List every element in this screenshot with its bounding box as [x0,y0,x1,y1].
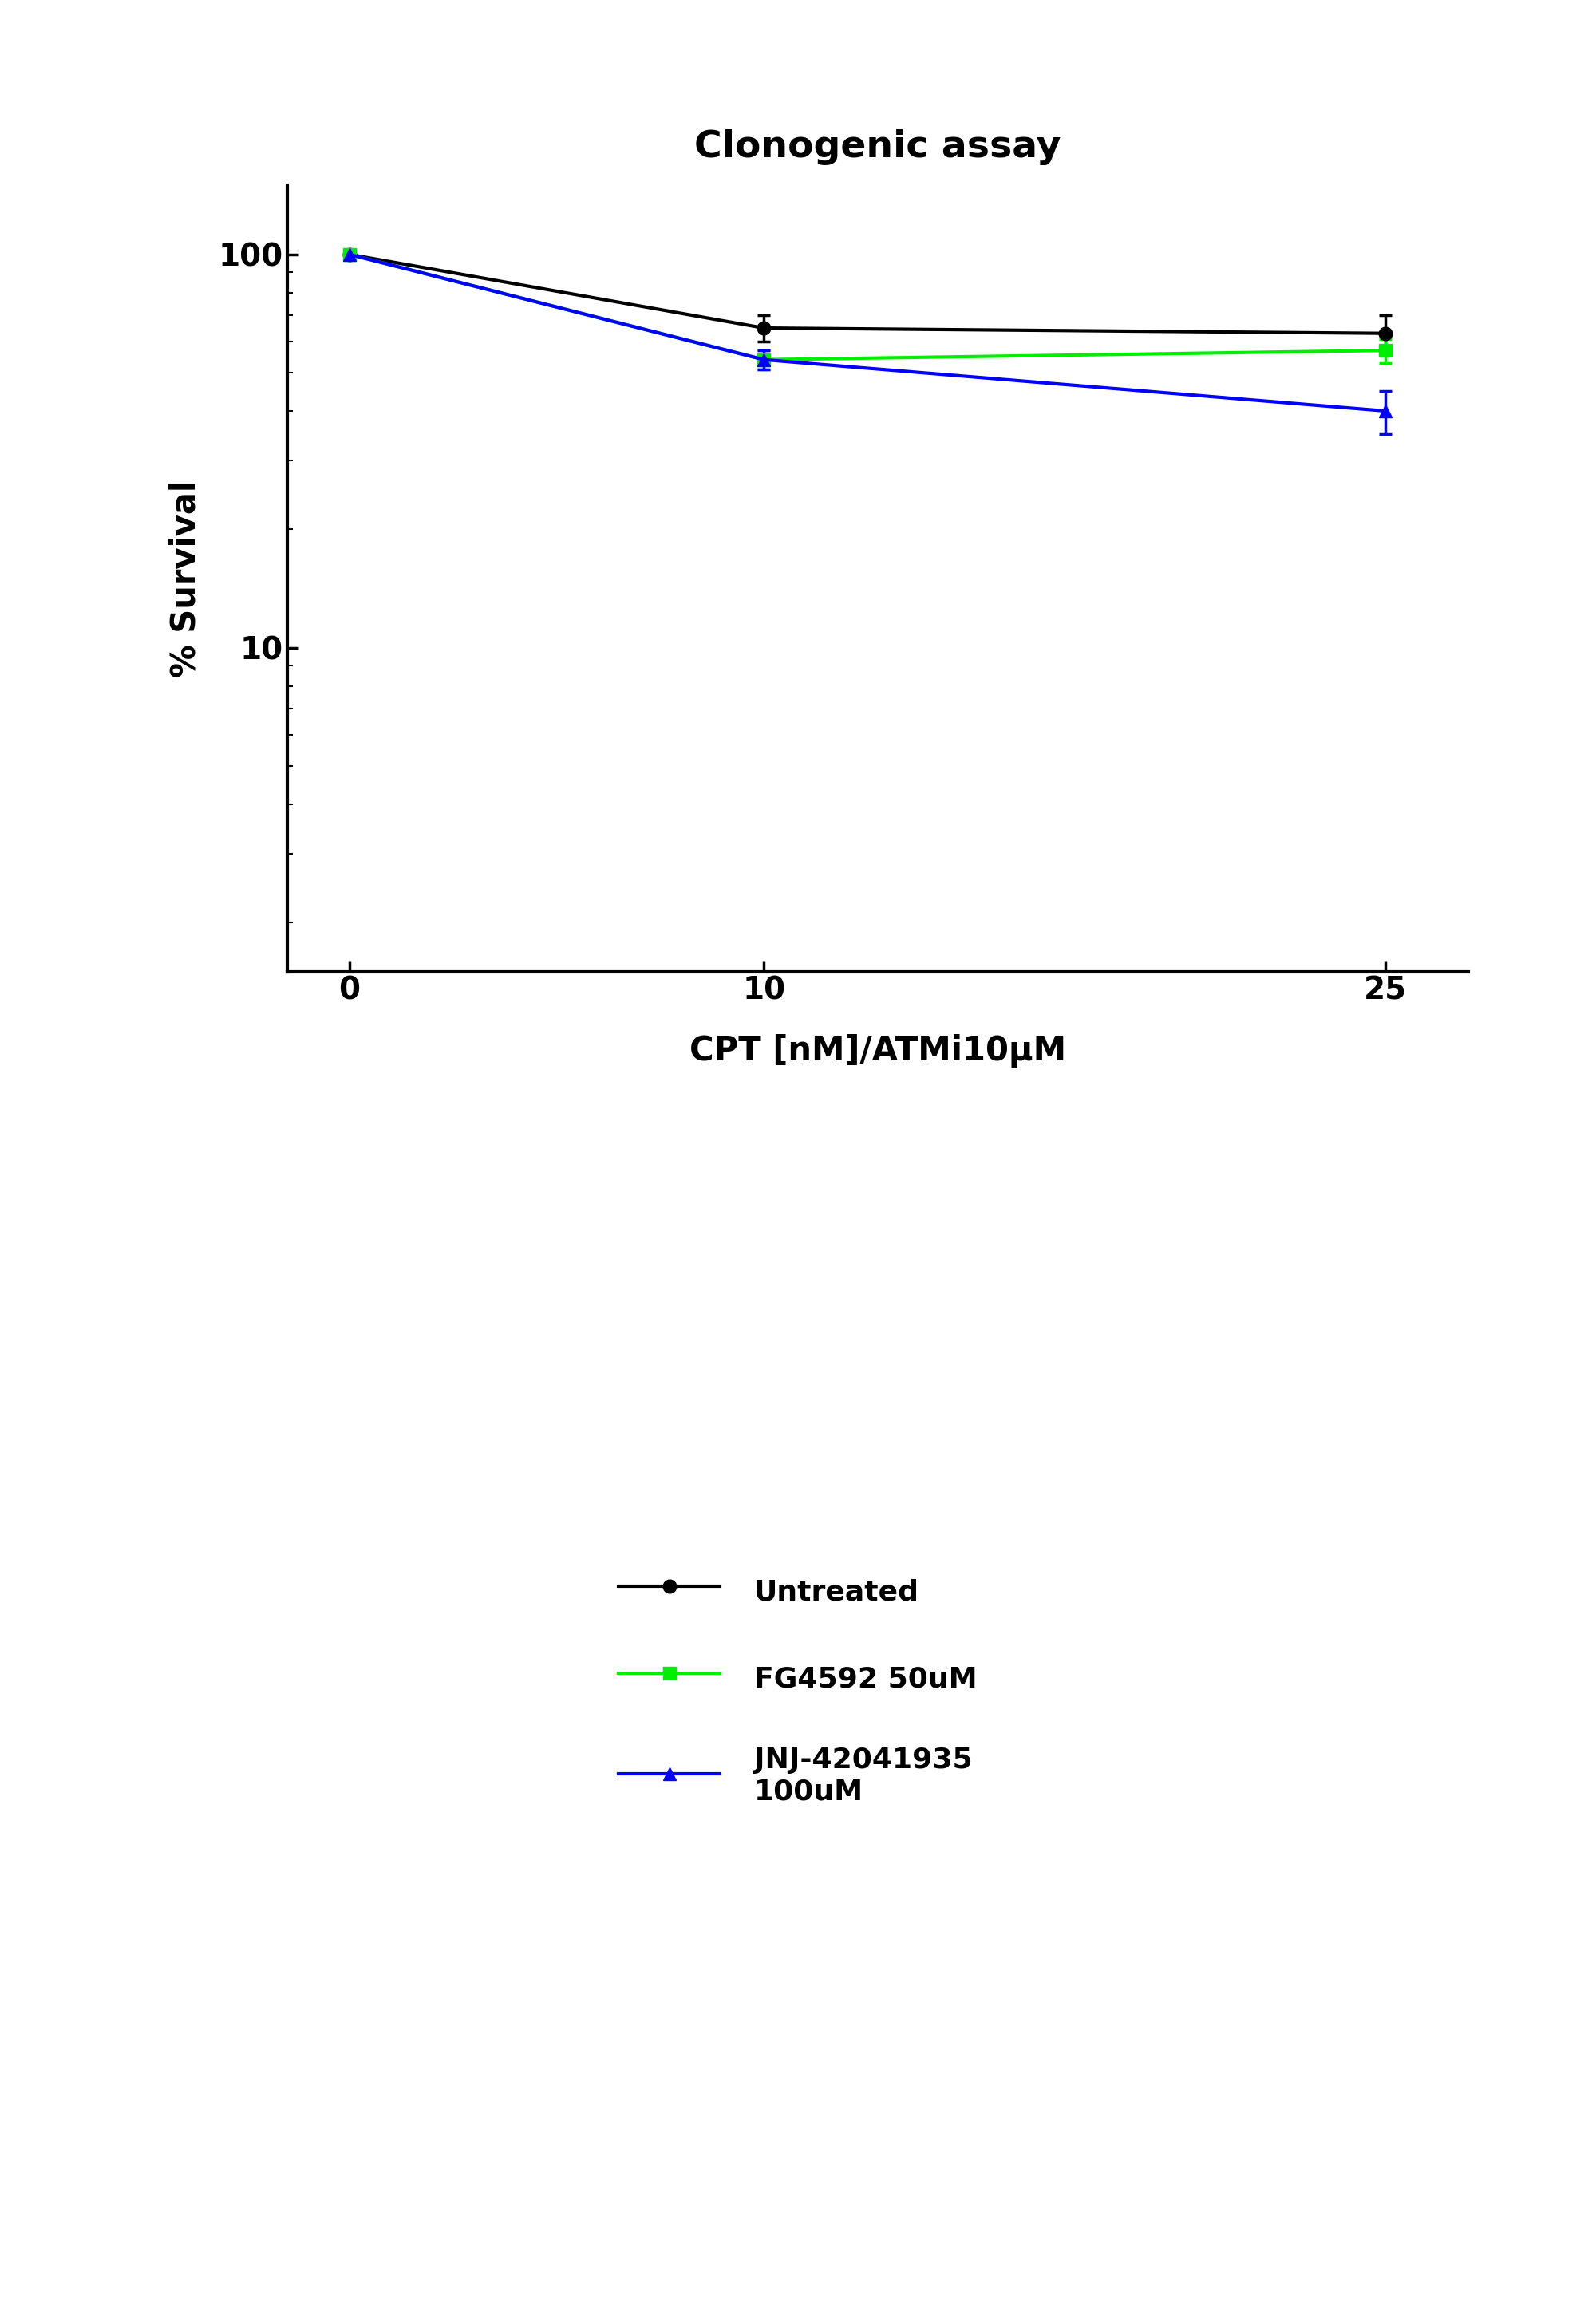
X-axis label: CPT [nM]/ATMi10μM: CPT [nM]/ATMi10μM [689,1034,1066,1067]
Title: Clonogenic assay: Clonogenic assay [694,130,1061,164]
Y-axis label: % Survival: % Survival [169,479,203,678]
Legend: Untreated, FG4592 50uM, JNJ-42041935
100uM: Untreated, FG4592 50uM, JNJ-42041935 100… [606,1562,990,1816]
